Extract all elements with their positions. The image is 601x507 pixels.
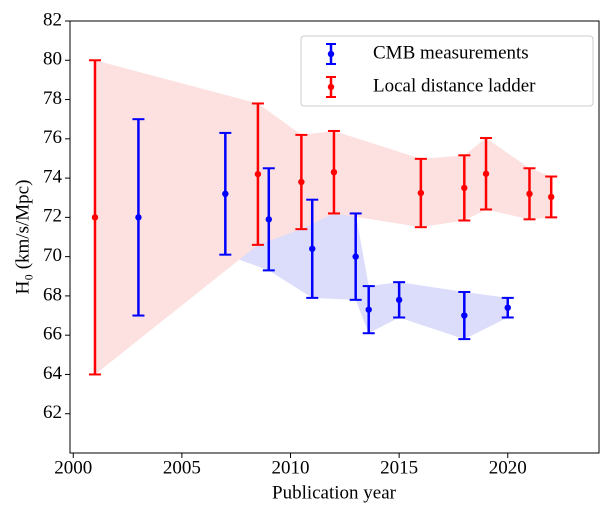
y-tick-label: 66	[43, 324, 62, 345]
y-tick-label: 80	[43, 49, 62, 70]
legend-label: Local distance ladder	[373, 75, 536, 96]
plot-frame	[69, 20, 600, 454]
data-point	[135, 214, 142, 221]
data-point	[91, 214, 99, 221]
data-point	[352, 253, 359, 260]
data-point	[461, 184, 468, 192]
legend-box	[300, 35, 594, 107]
error-band	[94, 60, 552, 375]
error-point	[219, 131, 232, 256]
error-point	[295, 133, 308, 231]
y-tick-label: 68	[43, 284, 62, 305]
data-point	[482, 170, 490, 177]
legend-marker	[327, 83, 335, 91]
data-point	[309, 245, 316, 252]
error-point	[262, 167, 275, 272]
y-tick-label: 62	[43, 402, 62, 423]
x-tick-label: 2000	[54, 457, 92, 478]
data-point	[548, 193, 555, 201]
data-point	[265, 216, 272, 223]
error-point	[88, 59, 101, 376]
y-tick-label: 70	[43, 245, 62, 266]
error-point	[545, 175, 558, 219]
error-point	[306, 198, 319, 299]
data-point	[330, 169, 338, 176]
y-tick-label: 76	[43, 127, 62, 148]
y-tick-label: 74	[43, 166, 63, 187]
legend-marker	[327, 50, 335, 58]
legend-label: CMB measurements	[373, 42, 529, 63]
error-point	[349, 212, 362, 301]
y-tick-label: 78	[43, 88, 62, 109]
data-point	[417, 189, 425, 197]
y-axis-label: H₀ (km/s/Mpc)	[12, 180, 33, 295]
y-tick-label: 72	[43, 206, 62, 227]
data-point	[365, 306, 372, 313]
error-point	[458, 290, 471, 341]
error-point	[393, 281, 406, 319]
y-tick-label: 64	[43, 363, 63, 384]
x-tick-label: 2015	[380, 457, 418, 478]
y-tick-label: 82	[43, 9, 62, 30]
error-point	[132, 118, 145, 317]
data-point	[254, 170, 262, 178]
error-point	[414, 157, 427, 229]
error-point	[327, 129, 340, 215]
legend: CMB measurements Local distance ladder	[300, 35, 594, 107]
data-point	[222, 190, 229, 197]
x-tick-label: 2005	[163, 457, 201, 478]
error-point	[251, 102, 264, 246]
data-point	[526, 190, 533, 197]
error-point	[458, 154, 471, 222]
x-tick-label: 2010	[272, 457, 310, 478]
data-point	[461, 312, 468, 319]
error-point	[523, 167, 536, 221]
data-point	[395, 296, 403, 304]
data-point	[298, 178, 305, 186]
x-tick-label: 2020	[489, 457, 527, 478]
error-point	[480, 137, 493, 211]
x-axis-label: Publication year	[272, 482, 397, 503]
error-point	[501, 296, 514, 319]
error-point	[362, 285, 375, 335]
data-point	[504, 304, 511, 311]
